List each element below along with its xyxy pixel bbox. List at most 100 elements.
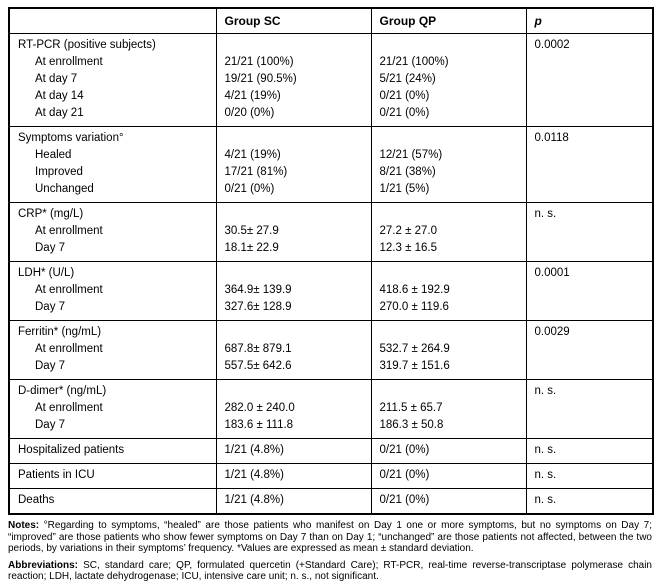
- row-label-cell: CRP* (mg/L) At enrollment Day 7: [8, 202, 217, 262]
- header-cell-p: p: [525, 7, 654, 34]
- abbreviations-label: Abbreviations:: [8, 559, 79, 571]
- p-value-cell: n. s.: [525, 438, 654, 464]
- p-value: n. s.: [534, 469, 557, 481]
- value-line: 186.3 ± 50.8: [379, 419, 444, 431]
- group-sc-cell: 21/21 (100%) 19/21 (90.5%) 4/21 (19%) 0/20 …: [215, 33, 372, 127]
- sub-row-label: Day 7: [35, 301, 66, 313]
- table-row: Deaths 1/21 (4.8%) 0/21 (0%) n. s.: [8, 488, 654, 515]
- p-value-cell: 0.0118: [525, 126, 654, 203]
- block-label: RT-PCR (positive subjects): [18, 39, 156, 51]
- table-body: RT-PCR (positive subjects) At enrollment A…: [8, 33, 654, 515]
- value-line: 557.5± 642.6: [224, 360, 292, 372]
- value-line: 5/21 (24%): [379, 73, 436, 85]
- spacer-line: [225, 265, 363, 282]
- sub-row-label: Day 7: [35, 360, 66, 372]
- value-line: 0/21 (0%): [379, 90, 430, 102]
- spacer-line: [225, 383, 363, 400]
- group-sc-cell: 30.5± 27.9 18.1± 22.9: [215, 202, 372, 262]
- group-qp-cell: 532.7 ± 264.9 319.7 ± 151.6: [370, 320, 527, 380]
- value-line: 282.0 ± 240.0: [224, 402, 295, 414]
- sub-row-label: At enrollment: [35, 284, 103, 296]
- table-row: D-dimer* (ng/mL) At enrollment Day 7 282.0 …: [8, 379, 654, 439]
- row-label-cell: Deaths: [8, 488, 217, 515]
- group-qp-cell: 0/21 (0%): [370, 438, 527, 464]
- value-line: 327.6± 128.9: [224, 301, 292, 313]
- sub-row-label: Healed: [35, 149, 72, 161]
- value-line: 532.7 ± 264.9: [379, 343, 450, 355]
- row-label-cell: Symptoms variation° Healed Improved Unchang…: [8, 126, 217, 203]
- value-line: 1/21 (4.8%): [224, 444, 284, 456]
- p-value-cell: n. s.: [525, 488, 654, 515]
- p-value-cell: n. s.: [525, 379, 654, 439]
- abbreviations: Abbreviations: SC, standard care; QP, fo…: [8, 560, 652, 583]
- sub-row-label: At day 7: [35, 73, 78, 85]
- p-value: n. s.: [534, 385, 557, 397]
- value-line: 687.8± 879.1: [224, 343, 292, 355]
- row-label-cell: Ferritin* (ng/mL) At enrollment Day 7: [8, 320, 217, 380]
- results-table: Group SC Group QP p RT-PCR (positive sub…: [8, 7, 654, 515]
- spacer-line: [380, 324, 518, 341]
- block-label: Ferritin* (ng/mL): [18, 326, 102, 338]
- spacer-line: [380, 206, 518, 223]
- p-value-cell: n. s.: [525, 463, 654, 489]
- spacer-line: [225, 130, 363, 147]
- sub-row-label: Improved: [35, 166, 83, 178]
- spacer-line: [380, 383, 518, 400]
- value-line: 0/21 (0%): [379, 107, 430, 119]
- group-qp-cell: 12/21 (57%) 8/21 (38%) 1/21 (5%): [370, 126, 527, 203]
- value-line: 4/21 (19%): [224, 149, 281, 161]
- p-value-cell: 0.0029: [525, 320, 654, 380]
- value-line: 4/21 (19%): [224, 90, 281, 102]
- value-line: 1/21 (4.8%): [224, 469, 284, 481]
- value-line: 0/21 (0%): [379, 494, 430, 506]
- row-label-cell: Hospitalized patients: [8, 438, 217, 464]
- block-label: D-dimer* (ng/mL): [18, 385, 107, 397]
- group-qp-cell: 21/21 (100%) 5/21 (24%) 0/21 (0%) 0/21 (0%): [370, 33, 527, 127]
- group-sc-cell: 687.8± 879.1 557.5± 642.6: [215, 320, 372, 380]
- p-value: n. s.: [534, 494, 557, 506]
- block-label: CRP* (mg/L): [18, 208, 84, 220]
- table-row: Ferritin* (ng/mL) At enrollment Day 7 687.8…: [8, 320, 654, 380]
- group-qp-cell: 418.6 ± 192.9 270.0 ± 119.6: [370, 261, 527, 321]
- value-line: 21/21 (100%): [379, 56, 449, 68]
- block-label: Hospitalized patients: [18, 444, 125, 456]
- block-label: Patients in ICU: [18, 469, 95, 481]
- row-label-cell: D-dimer* (ng/mL) At enrollment Day 7: [8, 379, 217, 439]
- spacer-line: [225, 324, 363, 341]
- row-label-cell: RT-PCR (positive subjects) At enrollment A…: [8, 33, 217, 127]
- header-cell-empty: [8, 7, 217, 34]
- value-line: 0/20 (0%): [224, 107, 275, 119]
- spacer-line: [380, 130, 518, 147]
- notes: Notes: °Regarding to symptoms, “healed” …: [8, 520, 652, 555]
- table-row: RT-PCR (positive subjects) At enrollment A…: [8, 33, 654, 127]
- spacer-line: [225, 37, 363, 54]
- p-value: n. s.: [534, 444, 557, 456]
- group-qp-cell: 0/21 (0%): [370, 488, 527, 515]
- value-line: 30.5± 27.9: [224, 225, 279, 237]
- value-line: 0/21 (0%): [379, 444, 430, 456]
- block-label: LDH* (U/L): [18, 267, 75, 279]
- p-value: 0.0118: [534, 132, 569, 144]
- value-line: 270.0 ± 119.6: [379, 301, 449, 313]
- value-line: 211.5 ± 65.7: [379, 402, 443, 414]
- value-line: 183.6 ± 111.8: [224, 419, 294, 431]
- group-sc-cell: 4/21 (19%) 17/21 (81%) 0/21 (0%): [215, 126, 372, 203]
- value-line: 1/21 (4.8%): [224, 494, 284, 506]
- row-label-cell: Patients in ICU: [8, 463, 217, 489]
- value-line: 21/21 (100%): [224, 56, 294, 68]
- value-line: 12/21 (57%): [379, 149, 443, 161]
- p-value-cell: 0.0001: [525, 261, 654, 321]
- p-value: 0.0029: [534, 326, 570, 338]
- sub-row-label: At day 21: [35, 107, 84, 119]
- value-line: 418.6 ± 192.9: [379, 284, 450, 296]
- p-value: n. s.: [534, 208, 557, 220]
- spacer-line: [380, 265, 518, 282]
- value-line: 0/21 (0%): [379, 469, 430, 481]
- value-line: 18.1± 22.9: [224, 242, 279, 254]
- sub-row-label: At day 14: [35, 90, 84, 102]
- block-label: Symptoms variation°: [18, 132, 124, 144]
- value-line: 27.2 ± 27.0: [379, 225, 437, 237]
- value-line: 319.7 ± 151.6: [379, 360, 450, 372]
- table-header-row: Group SC Group QP p: [8, 7, 654, 34]
